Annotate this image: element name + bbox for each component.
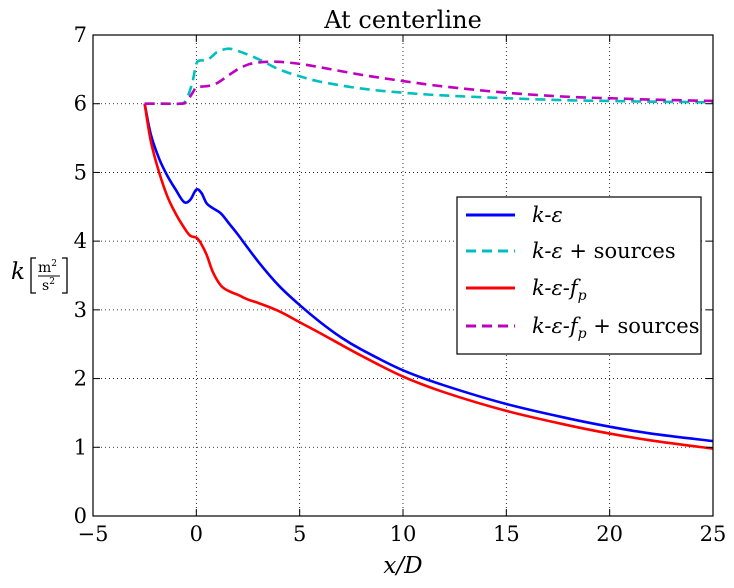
y-axis-bracket-left	[30, 257, 36, 294]
x-axis-label: x/D	[383, 553, 422, 579]
x-tick-label: 5	[293, 522, 306, 546]
x-tick-label: 10	[390, 522, 417, 546]
legend-label-k-eps-fp-sources: k-ε-fp + sources	[532, 314, 699, 342]
series-line-k-eps-sources	[144, 47, 714, 106]
y-tick-label: 7	[74, 23, 87, 47]
legend: k-ε k-ε + sources k-ε-fp k-ε-fp + source…	[456, 196, 702, 355]
y-tick-label: 4	[74, 229, 87, 253]
y-axis-label: k m2 s2	[11, 257, 68, 294]
x-tick-label: 25	[700, 522, 727, 546]
series-line-k-eps-fp	[143, 103, 714, 450]
y-tick-label: 0	[74, 504, 87, 528]
y-tick-label: 6	[74, 92, 87, 116]
y-axis-bracket-right	[62, 257, 68, 294]
legend-box	[456, 196, 702, 355]
x-tick-label: 15	[493, 522, 520, 546]
y-axis-den-exp: 2	[49, 277, 55, 287]
legend-label-k-eps: k-ε	[532, 203, 563, 227]
series-layer	[143, 47, 714, 450]
y-axis-numerator: m2	[38, 259, 57, 276]
y-tick-label: 2	[74, 367, 87, 391]
y-axis-symbol: k	[11, 259, 25, 285]
y-axis-num-exp: 2	[51, 259, 57, 269]
y-axis-den-base: s	[42, 278, 49, 294]
y-tick-label: 1	[74, 435, 87, 459]
y-axis-num-base: m	[38, 260, 51, 276]
chart-title: At centerline	[323, 6, 482, 34]
x-tick-label: −5	[78, 522, 109, 546]
y-tick-label: 5	[74, 160, 87, 184]
series-line-k-eps-fp-sources	[144, 60, 714, 106]
legend-label-k-eps-sources: k-ε + sources	[532, 239, 676, 263]
series-line-k-eps	[143, 103, 714, 443]
legend-label-k-eps-fp: k-ε-fp	[532, 276, 587, 304]
y-axis-denominator: s2	[42, 277, 55, 294]
y-tick-label: 3	[74, 298, 87, 322]
x-tick-label: 0	[190, 522, 203, 546]
x-tick-label: 20	[596, 522, 623, 546]
